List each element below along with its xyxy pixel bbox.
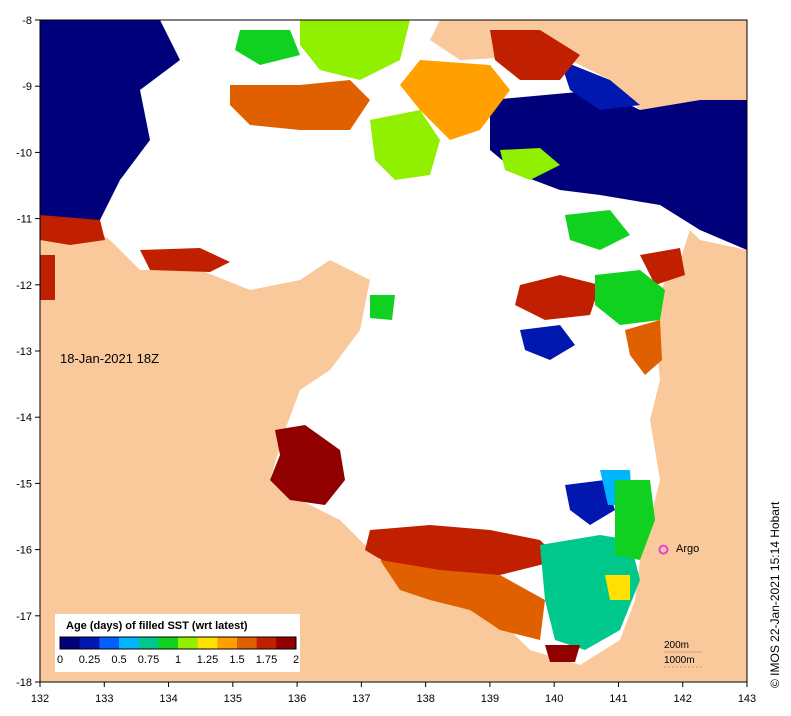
sst-patch-lime-top — [300, 20, 410, 80]
colorbar-swatch — [99, 637, 120, 649]
y-tick-label: -12 — [16, 280, 32, 292]
sst-patch-blue-east — [490, 90, 747, 250]
y-tick-label: -13 — [16, 346, 32, 358]
sst-patch-blue-east2 — [560, 60, 640, 110]
colorbar-tick-label: 0.5 — [111, 654, 126, 666]
sst-patch-blue-north — [40, 20, 180, 220]
sst-patch-orange-top — [230, 80, 370, 130]
sst-patch-red-top — [490, 30, 580, 80]
colorbar-tick-label: 0.75 — [138, 654, 159, 666]
colorbar-tick-label: 1.25 — [197, 654, 218, 666]
x-tick-label: 135 — [224, 693, 242, 705]
sst-patch-green-east2 — [565, 210, 630, 250]
y-tick-label: -14 — [16, 412, 32, 424]
sst-patch-red-sw — [270, 425, 345, 505]
sst-patch-green-island — [370, 295, 395, 320]
sst-patch-blue-mid — [565, 480, 615, 525]
x-tick-label: 142 — [674, 693, 692, 705]
y-tick-label: -15 — [16, 478, 32, 490]
colorbar-tick-label: 1.75 — [256, 654, 277, 666]
colorbar-swatch — [158, 637, 179, 649]
colorbar-swatch — [276, 637, 297, 649]
sst-patch-red-west3 — [40, 255, 55, 300]
sst-patch-green-top — [235, 30, 300, 65]
y-tick-label: -16 — [16, 545, 32, 557]
sst-patch-blue-east3 — [520, 325, 575, 360]
y-tick-label: -10 — [16, 147, 32, 159]
sst-patch-red-south — [365, 525, 560, 575]
x-tick-label: 141 — [609, 693, 627, 705]
sst-patch-lime-east — [500, 148, 560, 180]
map-date-label: 18-Jan-2021 18Z — [60, 351, 160, 366]
x-tick-label: 143 — [738, 693, 756, 705]
contour-label-1000m: 1000m — [664, 655, 695, 666]
sst-patch-green-coast — [615, 480, 655, 560]
sst-patch-orange-south — [380, 560, 545, 640]
x-tick-label: 137 — [352, 693, 370, 705]
sst-patch-red-east2 — [640, 248, 685, 285]
sst-patch-red-tip — [545, 645, 580, 662]
colorbar-tick-label: 0.25 — [79, 654, 100, 666]
x-tick-label: 139 — [481, 693, 499, 705]
x-tick-label: 133 — [95, 693, 113, 705]
colorbar-swatch — [197, 637, 218, 649]
y-tick-label: -18 — [16, 677, 32, 689]
sst-patch-red-west2 — [140, 248, 230, 272]
x-tick-label: 136 — [288, 693, 306, 705]
colorbar-tick-label: 1.5 — [229, 654, 244, 666]
y-tick-label: -17 — [16, 611, 32, 623]
x-tick-label: 140 — [545, 693, 563, 705]
colorbar: 0 0.25 0.5 0.75 1 1.25 1.5 1.75 2 — [57, 636, 299, 666]
colorbar-title: Age (days) of filled SST (wrt latest) — [66, 620, 248, 632]
sst-patch-orange-top2 — [400, 60, 510, 140]
y-tick-label: -9 — [22, 81, 32, 93]
sst-patch-orange-east — [625, 320, 662, 375]
argo-label: Argo — [676, 543, 700, 555]
colorbar-swatch — [138, 637, 159, 649]
y-tick-label: -11 — [17, 214, 32, 226]
sst-patch-lime-mid — [370, 110, 440, 180]
colorbar-swatch — [256, 637, 277, 649]
y-tick-label: -8 — [22, 15, 32, 27]
colorbar-swatch — [237, 637, 258, 649]
x-tick-label: 132 — [31, 693, 49, 705]
sst-patch-yellow-coast — [605, 575, 630, 600]
x-tick-label: 138 — [416, 693, 434, 705]
colorbar-tick-label: 0 — [57, 654, 63, 666]
y-axis: -8 -9 -10 -11 -12 -13 -14 -15 -16 -17 -18 — [16, 15, 40, 689]
sst-patch-red-east — [515, 275, 600, 320]
colorbar-swatch — [178, 637, 199, 649]
colorbar-swatch — [79, 637, 100, 649]
colorbar-swatch — [217, 637, 238, 649]
sst-patch-green-east — [595, 270, 665, 325]
contour-label-200m: 200m — [664, 640, 690, 651]
colorbar-swatch — [119, 637, 140, 649]
colorbar-tick-label: 2 — [293, 654, 299, 666]
argo-float-marker[interactable] — [658, 544, 669, 555]
sst-patch-green-south — [540, 535, 640, 650]
colorbar-swatch — [60, 637, 81, 649]
colorbar-border — [59, 636, 297, 650]
credit-label: © IMOS 22-Jan-2021 15:14 Hobart — [768, 501, 782, 688]
colorbar-tick-label: 1 — [175, 654, 181, 666]
sst-patch-red-west — [40, 215, 105, 245]
x-tick-label: 134 — [159, 693, 177, 705]
x-axis: 132 133 134 135 136 137 138 139 140 141 142 143 — [31, 682, 756, 705]
